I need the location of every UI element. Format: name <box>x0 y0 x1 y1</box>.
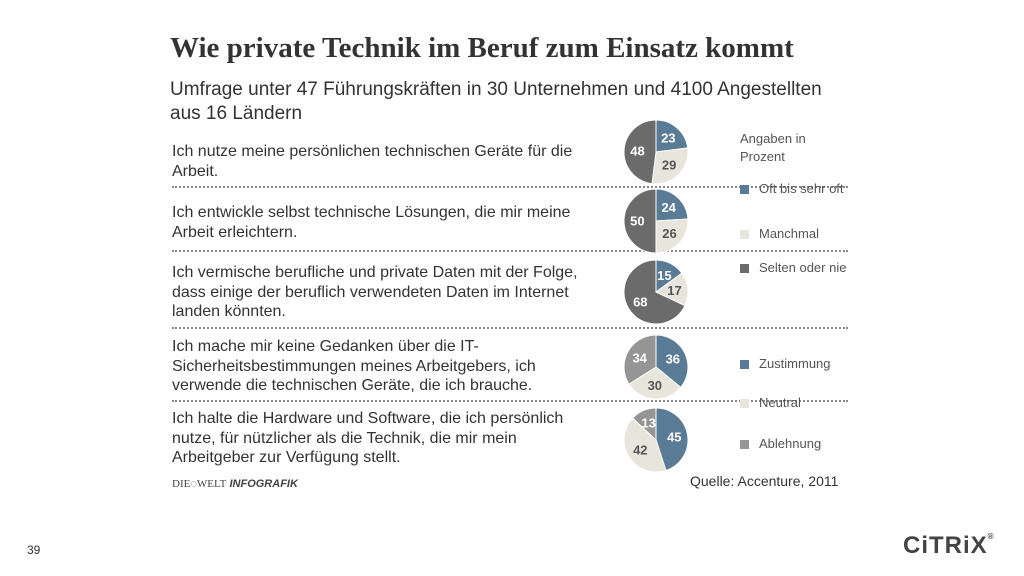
chart-subtitle: Umfrage unter 47 Führungskräften in 30 U… <box>170 79 822 124</box>
pie-slice <box>655 334 689 389</box>
company-logo: CiTRiX® <box>903 532 995 560</box>
question-4: Ich mache mir keine Gedanken über die IT… <box>172 338 536 394</box>
divider <box>172 400 848 402</box>
trademark: ® <box>987 532 995 541</box>
company-name: CiTRiX <box>903 532 988 559</box>
divider <box>172 186 848 188</box>
pie-slice-label: 23 <box>661 131 675 146</box>
pie-slice-label: 45 <box>667 430 681 445</box>
pie-slice <box>628 366 682 400</box>
legend-swatch <box>740 440 749 449</box>
question-5: Ich halte die Hardware und Software, die… <box>172 410 564 466</box>
pie-slice-label: 13 <box>641 416 655 431</box>
divider <box>172 250 848 252</box>
legend-heading: Angaben in Prozent <box>740 131 806 164</box>
legend-label: Oft bis sehr oft <box>759 181 844 196</box>
welt-infografik-logo: DIE◌WELT INFOGRAFIK <box>172 478 298 490</box>
legend-swatch <box>740 185 749 194</box>
legend-label: Zustimmung <box>759 356 831 371</box>
pie-chart-1: 23 29 48 <box>623 119 689 185</box>
legend-swatch <box>740 264 749 273</box>
pie-slice <box>623 259 686 325</box>
pie-slice-label: 34 <box>632 351 647 366</box>
pie-slice-label: 29 <box>662 158 676 173</box>
logo-welt: WELT <box>196 478 227 490</box>
legend-label: Selten oder nie <box>759 260 847 275</box>
legend-swatch <box>740 360 749 369</box>
pie-slice-label: 48 <box>630 143 644 158</box>
pie-slice-label: 42 <box>633 442 647 457</box>
logo-infografik: INFOGRAFIK <box>229 478 298 490</box>
pie-slice <box>631 407 657 442</box>
question-3: Ich vermische berufliche und private Dat… <box>172 264 578 320</box>
pie-slice-label: 50 <box>630 214 644 229</box>
pie-slice-label: 26 <box>662 226 676 241</box>
legend-label: Manchmal <box>759 226 819 241</box>
pie-chart-2: 24 26 50 <box>623 188 689 254</box>
legend-swatch <box>740 399 749 408</box>
page-number: 39 <box>27 543 41 557</box>
logo-emblem-icon: ◌ <box>190 478 197 490</box>
pie-slice-label: 24 <box>661 200 676 215</box>
pie-slice-label: 15 <box>657 268 671 283</box>
legend-swatch <box>740 230 749 239</box>
pie-slice <box>655 188 689 222</box>
pie-slice <box>623 119 657 185</box>
divider-section <box>172 327 848 329</box>
legend-label: Neutral <box>759 395 801 410</box>
pie-slice <box>651 147 689 185</box>
chart-title: Wie private Technik im Beruf zum Einsatz… <box>170 32 794 64</box>
pie-slice <box>623 417 667 473</box>
pie-slice-label: 30 <box>648 378 662 393</box>
pie-slice <box>623 188 657 254</box>
source-note: Quelle: Accenture, 2011 <box>690 473 839 489</box>
pie-slice <box>655 119 689 153</box>
pie-slice <box>623 334 657 385</box>
logo-die: DIE <box>172 478 191 490</box>
pie-slice-label: 36 <box>666 352 680 367</box>
legend-label: Ablehnung <box>759 436 822 451</box>
pie-slice <box>655 407 689 472</box>
pie-slice-label: 68 <box>633 294 647 309</box>
question-1: Ich nutze meine persönlichen technischen… <box>172 143 573 180</box>
pie-chart-5: 45 42 13 <box>623 407 689 473</box>
pie-slice <box>655 218 689 254</box>
question-2: Ich entwickle selbst technische Lösungen… <box>172 204 571 241</box>
pie-slice-label: 17 <box>667 283 681 298</box>
